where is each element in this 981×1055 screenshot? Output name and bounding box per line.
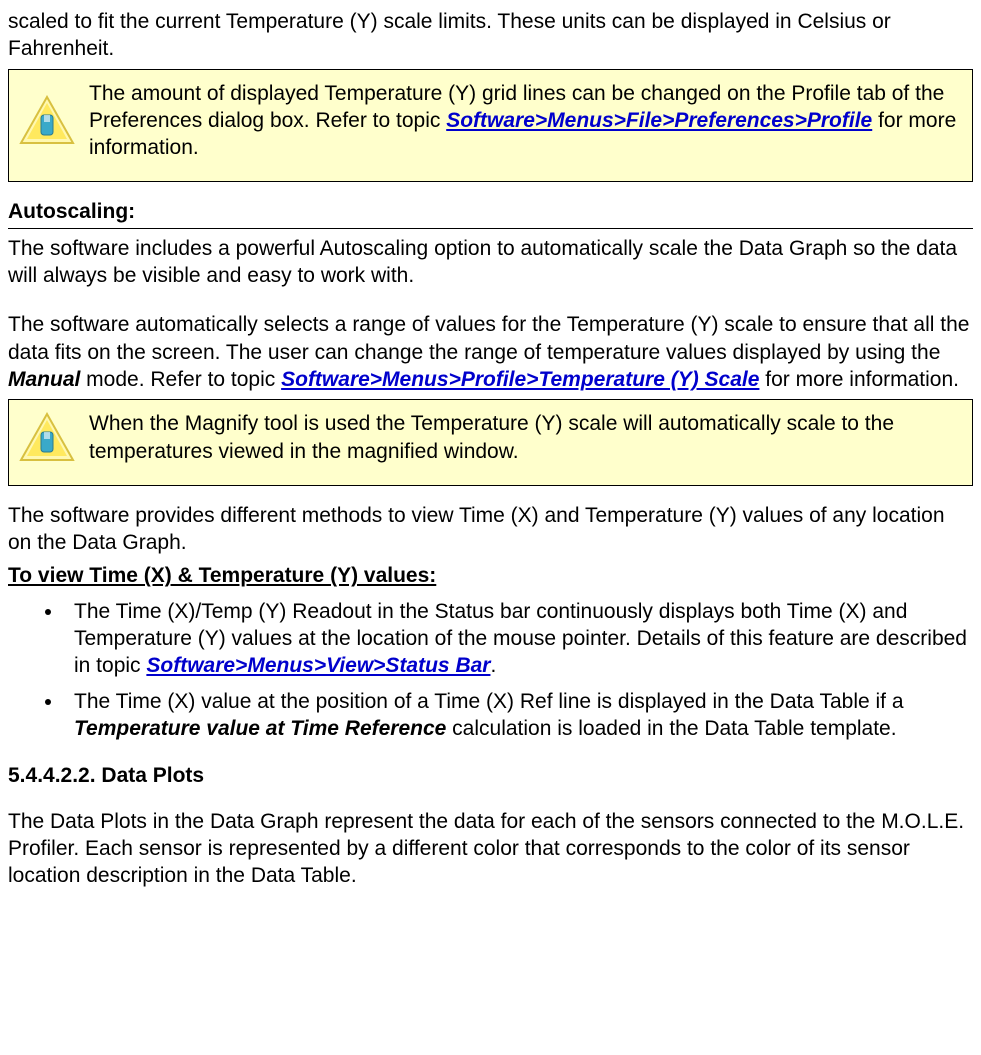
- autoscaling-p1: The software includes a powerful Autosca…: [8, 235, 973, 290]
- view-values-list: The Time (X)/Temp (Y) Readout in the Sta…: [8, 598, 973, 742]
- list-item: The Time (X) value at the position of a …: [64, 688, 973, 743]
- note-1-link[interactable]: Software>Menus>File>Preferences>Profile: [446, 109, 872, 132]
- note-1-text: The amount of displayed Temperature (Y) …: [89, 80, 962, 162]
- bullet-2-b: calculation is loaded in the Data Table …: [446, 717, 896, 740]
- autoscaling-p2b: mode. Refer to topic: [80, 368, 281, 391]
- autoscaling-p2c: for more information.: [759, 368, 959, 391]
- view-values-heading: To view Time (X) & Temperature (Y) value…: [8, 562, 973, 589]
- bullet-2-a: The Time (X) value at the position of a …: [74, 690, 904, 713]
- autoscaling-link[interactable]: Software>Menus>Profile>Temperature (Y) S…: [281, 368, 759, 391]
- autoscaling-p2: The software automatically selects a ran…: [8, 311, 973, 393]
- data-plots-p1: The Data Plots in the Data Graph represe…: [8, 808, 973, 890]
- list-item: The Time (X)/Temp (Y) Readout in the Sta…: [64, 598, 973, 680]
- data-plots-heading: 5.4.4.2.2. Data Plots: [8, 762, 973, 789]
- autoscaling-heading: Autoscaling:: [8, 198, 973, 228]
- bullet-2-emph: Temperature value at Time Reference: [74, 717, 446, 740]
- autoscaling-p2a: The software automatically selects a ran…: [8, 313, 969, 363]
- tip-icon: [19, 95, 75, 147]
- bullet-1-link[interactable]: Software>Menus>View>Status Bar: [146, 654, 490, 677]
- note-box-2: When the Magnify tool is used the Temper…: [8, 399, 973, 486]
- note-box-1: The amount of displayed Temperature (Y) …: [8, 69, 973, 183]
- view-values-intro: The software provides different methods …: [8, 502, 973, 557]
- manual-mode-label: Manual: [8, 368, 80, 391]
- bullet-1-b: .: [490, 654, 496, 677]
- tip-icon: [19, 412, 75, 464]
- note-2-text: When the Magnify tool is used the Temper…: [89, 410, 962, 465]
- intro-paragraph: scaled to fit the current Temperature (Y…: [8, 8, 973, 63]
